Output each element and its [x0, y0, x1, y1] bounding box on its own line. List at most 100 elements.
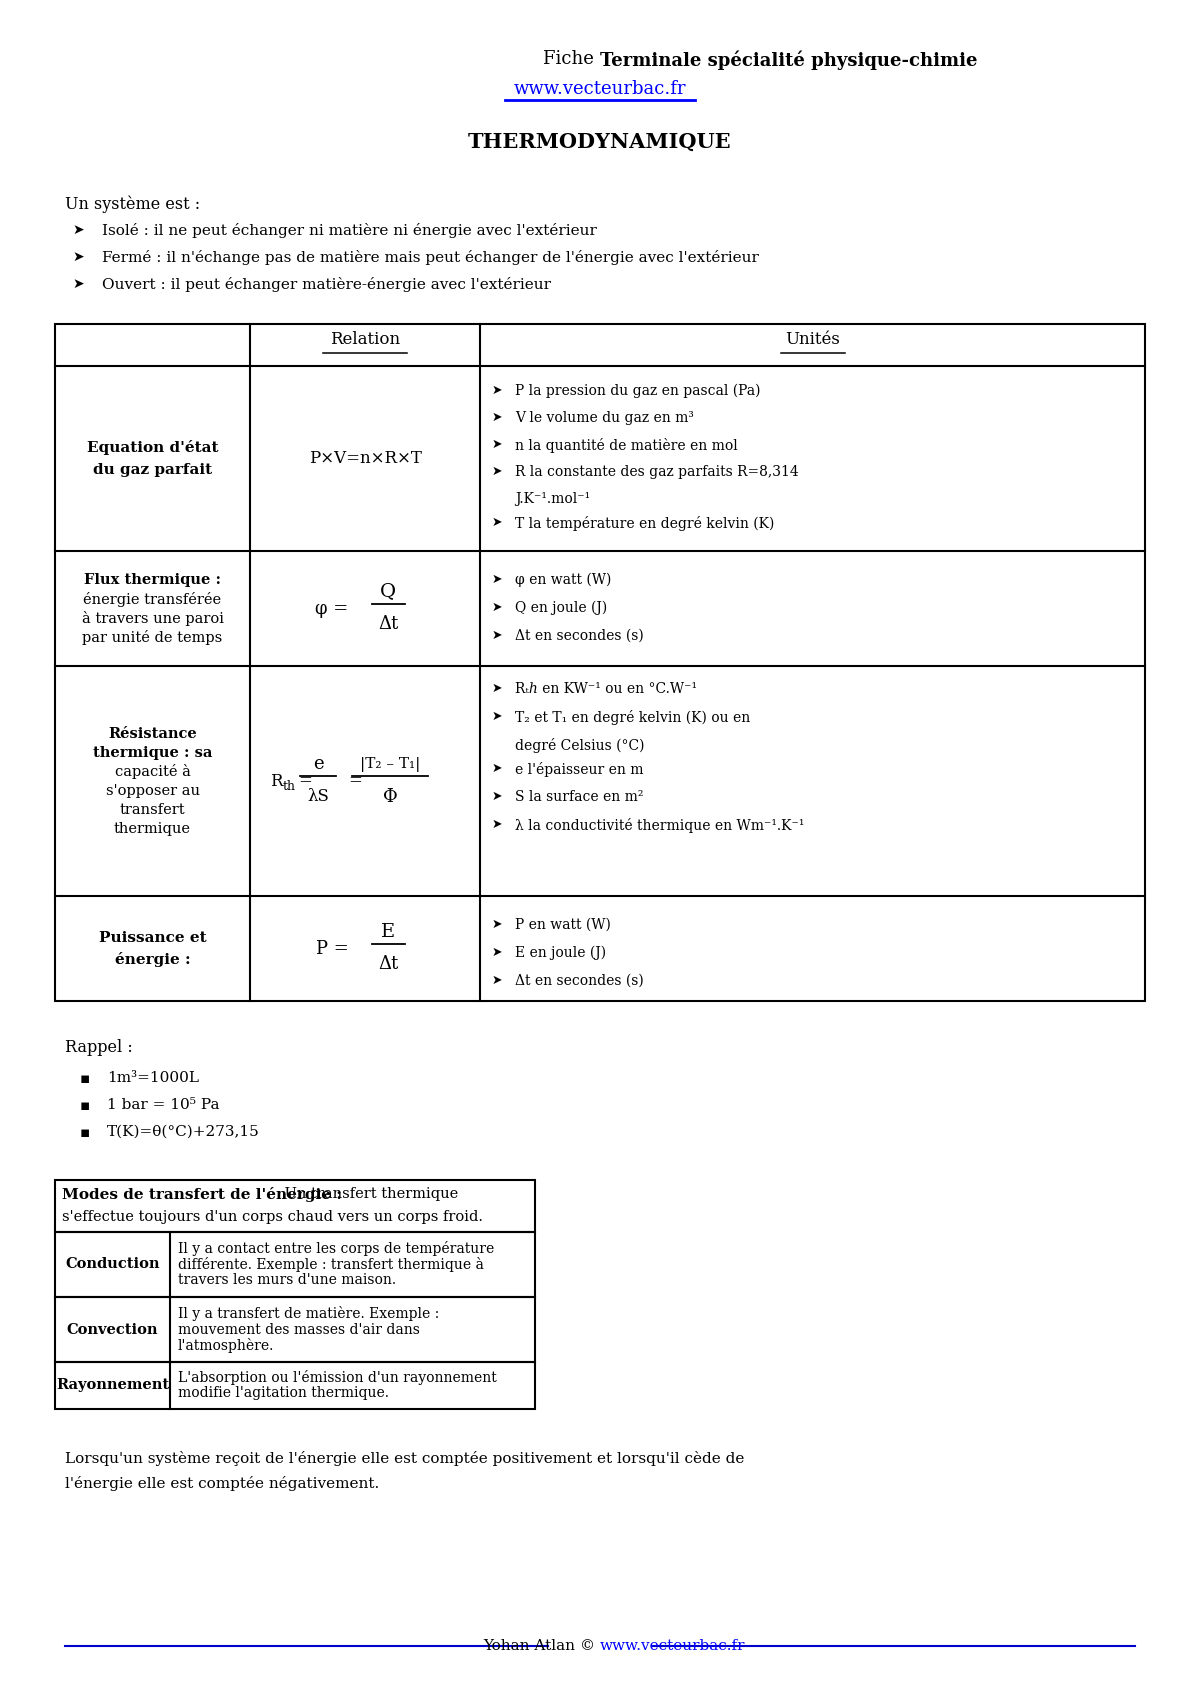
- Text: ➤: ➤: [492, 790, 503, 803]
- Text: Relation: Relation: [330, 331, 400, 348]
- Text: l'énergie elle est comptée négativement.: l'énergie elle est comptée négativement.: [65, 1476, 379, 1491]
- Text: Equation d'état: Equation d'état: [86, 440, 218, 455]
- Text: énergie :: énergie :: [115, 953, 191, 966]
- Text: à travers une paroi: à travers une paroi: [82, 611, 223, 625]
- Text: R: R: [270, 773, 282, 790]
- Text: th: th: [283, 779, 296, 793]
- Text: e: e: [313, 756, 323, 773]
- Text: l'atmosphère.: l'atmosphère.: [178, 1338, 275, 1353]
- Text: =: =: [348, 773, 362, 790]
- Text: Δt en secondes (s): Δt en secondes (s): [515, 975, 643, 988]
- Text: |T₂ – T₁|: |T₂ – T₁|: [360, 757, 420, 771]
- Text: thermique : sa: thermique : sa: [92, 745, 212, 759]
- Text: ➤: ➤: [492, 975, 503, 987]
- Text: ➤: ➤: [492, 762, 503, 774]
- Text: P la pression du gaz en pascal (Pa): P la pression du gaz en pascal (Pa): [515, 384, 761, 399]
- Text: Modes de transfert de l'énergie :: Modes de transfert de l'énergie :: [62, 1187, 342, 1202]
- Text: ➤: ➤: [492, 572, 503, 586]
- Text: ➤: ➤: [492, 384, 503, 397]
- Text: ➤: ➤: [492, 919, 503, 931]
- Text: Rayonnement: Rayonnement: [56, 1379, 169, 1392]
- Text: thermique: thermique: [114, 822, 191, 835]
- Text: mouvement des masses d'air dans: mouvement des masses d'air dans: [178, 1323, 420, 1336]
- Text: ➤: ➤: [492, 818, 503, 830]
- Text: ➤: ➤: [492, 683, 503, 694]
- Text: Fiche: Fiche: [544, 49, 600, 68]
- Text: Un transfert thermique: Un transfert thermique: [280, 1187, 458, 1200]
- Text: différente. Exemple : transfert thermique à: différente. Exemple : transfert thermiqu…: [178, 1257, 484, 1272]
- Text: ➤: ➤: [492, 465, 503, 479]
- Text: www.vecteurbac.fr: www.vecteurbac.fr: [514, 80, 686, 98]
- Text: modifie l'agitation thermique.: modifie l'agitation thermique.: [178, 1387, 389, 1401]
- Text: ➤: ➤: [492, 516, 503, 530]
- Text: Lorsqu'un système reçoit de l'énergie elle est comptée positivement et lorsqu'il: Lorsqu'un système reçoit de l'énergie el…: [65, 1452, 744, 1465]
- Text: V le volume du gaz en m³: V le volume du gaz en m³: [515, 411, 694, 424]
- Text: s'opposer au: s'opposer au: [106, 783, 199, 798]
- Bar: [55, 1297, 535, 1362]
- Text: Conduction: Conduction: [65, 1258, 160, 1272]
- Text: λ la conductivité thermique en Wm⁻¹.K⁻¹: λ la conductivité thermique en Wm⁻¹.K⁻¹: [515, 818, 804, 834]
- Text: ▪: ▪: [80, 1099, 90, 1112]
- Text: ➤: ➤: [492, 438, 503, 452]
- Text: S la surface en m²: S la surface en m²: [515, 790, 643, 803]
- Text: P =: P =: [316, 939, 348, 958]
- Text: φ en watt (W): φ en watt (W): [515, 572, 611, 588]
- Bar: [55, 1233, 535, 1297]
- Text: Flux thermique :: Flux thermique :: [84, 572, 221, 588]
- Text: T(K)=θ(°C)+273,15: T(K)=θ(°C)+273,15: [107, 1126, 259, 1139]
- Bar: [55, 1362, 535, 1409]
- Text: Isolé : il ne peut échanger ni matière ni énergie avec l'extérieur: Isolé : il ne peut échanger ni matière n…: [102, 222, 596, 238]
- Text: www.vecteurbac.fr: www.vecteurbac.fr: [600, 1639, 745, 1652]
- Text: Terminale spécialité physique-chimie: Terminale spécialité physique-chimie: [600, 49, 978, 70]
- Text: P×V=n×R×T: P×V=n×R×T: [308, 450, 421, 467]
- Text: Un système est :: Un système est :: [65, 195, 200, 212]
- Text: Yohan Atlan ©: Yohan Atlan ©: [482, 1639, 600, 1652]
- Text: Il y a contact entre les corps de température: Il y a contact entre les corps de tempér…: [178, 1241, 494, 1257]
- Text: s'effectue toujours d'un corps chaud vers un corps froid.: s'effectue toujours d'un corps chaud ver…: [62, 1211, 482, 1224]
- Text: Convection: Convection: [67, 1323, 158, 1336]
- Text: ➤: ➤: [492, 411, 503, 424]
- Text: énergie transférée: énergie transférée: [84, 591, 222, 606]
- Text: ➤: ➤: [72, 277, 84, 290]
- Text: ➤: ➤: [492, 946, 503, 959]
- Text: capacité à: capacité à: [114, 764, 191, 779]
- Text: Ouvert : il peut échanger matière-énergie avec l'extérieur: Ouvert : il peut échanger matière-énergi…: [102, 277, 551, 292]
- Text: ➤: ➤: [492, 710, 503, 723]
- Text: ➤: ➤: [72, 222, 84, 238]
- Text: par unité de temps: par unité de temps: [83, 630, 223, 645]
- Text: Δt: Δt: [378, 954, 398, 973]
- Text: P en watt (W): P en watt (W): [515, 919, 611, 932]
- Text: E en joule (J): E en joule (J): [515, 946, 606, 961]
- Bar: [55, 324, 1145, 1002]
- Text: ➤: ➤: [492, 628, 503, 642]
- Text: Fermé : il n'échange pas de matière mais peut échanger de l'énergie avec l'extér: Fermé : il n'échange pas de matière mais…: [102, 250, 758, 265]
- Text: Rappel :: Rappel :: [65, 1039, 133, 1056]
- Text: =: =: [298, 773, 312, 790]
- Text: Δt: Δt: [378, 615, 398, 632]
- Text: Puissance et: Puissance et: [98, 931, 206, 944]
- Text: R la constante des gaz parfaits R=8,314: R la constante des gaz parfaits R=8,314: [515, 465, 799, 479]
- Text: E: E: [380, 922, 395, 941]
- Text: Rₜℎ en KW⁻¹ ou en °C.W⁻¹: Rₜℎ en KW⁻¹ ou en °C.W⁻¹: [515, 683, 697, 696]
- Bar: [55, 1180, 535, 1233]
- Text: THERMODYNAMIQUE: THERMODYNAMIQUE: [468, 132, 732, 153]
- Text: Δt en secondes (s): Δt en secondes (s): [515, 628, 643, 644]
- Text: J.K⁻¹.mol⁻¹: J.K⁻¹.mol⁻¹: [515, 492, 590, 506]
- Text: Φ: Φ: [383, 788, 397, 807]
- Text: L'absorption ou l'émission d'un rayonnement: L'absorption ou l'émission d'un rayonnem…: [178, 1370, 497, 1386]
- Text: ▪: ▪: [80, 1071, 90, 1087]
- Text: degré Celsius (°C): degré Celsius (°C): [515, 739, 644, 752]
- Text: ➤: ➤: [72, 250, 84, 263]
- Text: Résistance: Résistance: [108, 727, 197, 740]
- Text: φ =: φ =: [316, 599, 349, 618]
- Text: Unités: Unités: [785, 331, 840, 348]
- Text: Q en joule (J): Q en joule (J): [515, 601, 607, 615]
- Text: ▪: ▪: [80, 1126, 90, 1139]
- Text: 1 bar = 10⁵ Pa: 1 bar = 10⁵ Pa: [107, 1099, 220, 1112]
- Text: e l'épaisseur en m: e l'épaisseur en m: [515, 762, 643, 778]
- Text: n la quantité de matière en mol: n la quantité de matière en mol: [515, 438, 738, 453]
- Text: transfert: transfert: [120, 803, 185, 817]
- Text: λS: λS: [307, 788, 329, 805]
- Text: T la température en degré kelvin (K): T la température en degré kelvin (K): [515, 516, 774, 531]
- Text: T₂ et T₁ en degré kelvin (K) ou en: T₂ et T₁ en degré kelvin (K) ou en: [515, 710, 750, 725]
